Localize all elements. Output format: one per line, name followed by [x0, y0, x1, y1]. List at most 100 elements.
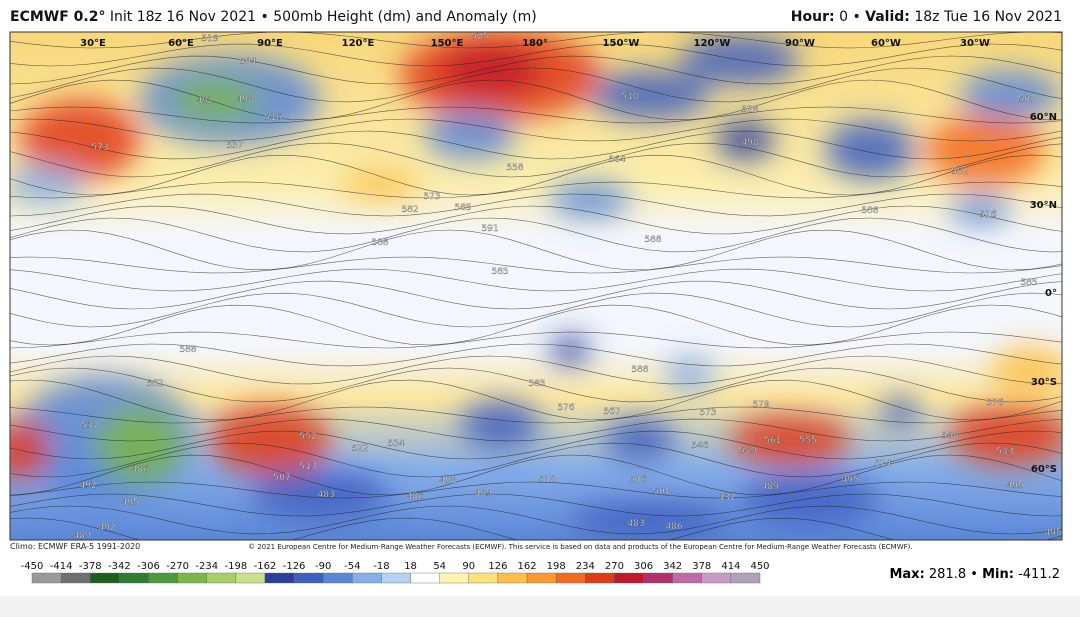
contour-line [10, 67, 1062, 103]
hour: 0 [839, 9, 848, 25]
contour-label: 537 [81, 421, 98, 431]
contour-label: 573 [91, 143, 108, 153]
longitude-label: 30°W [960, 38, 990, 49]
contour-label: 588 [644, 235, 661, 245]
min: -411.2 [1018, 567, 1060, 582]
colorbar-tick-label: 342 [663, 561, 682, 572]
contour-label: 489 [73, 531, 90, 541]
anomaly-blob [730, 415, 850, 465]
contour-label: 582 [146, 379, 163, 389]
hour-label: Hour: [790, 9, 835, 25]
longitude-label: 120°E [342, 38, 375, 49]
contour-line [10, 217, 1062, 253]
contour-label: 534 [387, 439, 404, 449]
contour-label: 519 [201, 34, 218, 44]
max-label: Max: [889, 567, 925, 582]
colorbar-tick-label: -198 [224, 561, 247, 572]
contour-line [10, 481, 1062, 499]
contour-line [10, 379, 1062, 421]
colorbar-swatch [293, 572, 324, 584]
colorbar-swatch [90, 572, 120, 584]
longitude-label: 120°W [694, 38, 731, 49]
colorbar-tick-label: -414 [50, 561, 73, 572]
colorbar-swatch [585, 572, 615, 584]
contour-label: 582 [951, 167, 968, 177]
contour-line [10, 118, 1062, 142]
contour-label: 564 [608, 155, 625, 165]
contour-line [10, 193, 1062, 217]
contour-line [10, 79, 1062, 121]
contour-line [10, 142, 1062, 178]
contour-label: 561 [764, 436, 781, 446]
contour-label: 537 [226, 141, 243, 151]
separator: • [260, 9, 269, 25]
anomaly-blob [825, 120, 915, 180]
anomaly-blob [460, 400, 540, 450]
colorbar-tick-label: -234 [195, 561, 218, 572]
contour-label: 486 [406, 492, 423, 502]
anomaly-blob [950, 195, 1010, 225]
longitude-label: 60°W [871, 38, 901, 49]
max: 281.8 [928, 567, 967, 582]
contour-label: 549 [739, 446, 756, 456]
anomaly-blob [550, 335, 590, 365]
colorbar-tick-label: -270 [166, 561, 189, 572]
contour-label: 516 [264, 113, 281, 123]
contour-line [10, 280, 1062, 310]
anomaly-blob [250, 470, 390, 520]
contour-line [10, 256, 1062, 274]
contour-line [10, 181, 1062, 199]
anomaly-blob [605, 418, 675, 462]
anomaly-blob [425, 110, 515, 160]
contour-line [10, 505, 1062, 535]
colorbar-tick-label: 306 [634, 561, 653, 572]
contour-label: 495 [1044, 528, 1061, 538]
colorbar-swatch [614, 572, 644, 584]
product: 500mb Height (dm) and Anomaly (m) [273, 9, 537, 25]
latitude-label: 30°S [1031, 377, 1057, 388]
contour-label: 501 [653, 487, 670, 497]
latitude-label: 60°S [1031, 464, 1057, 475]
contour-label: 525 [471, 32, 488, 42]
anomaly-blob [740, 475, 880, 525]
contour-label: 585 [1020, 278, 1037, 288]
contour-label: 558 [941, 431, 958, 441]
contour-label: 585 [491, 267, 508, 277]
copyright: © 2021 European Centre for Medium-Range … [248, 543, 913, 551]
anomaly-blob [340, 170, 420, 200]
longitude-label: 60°E [168, 38, 194, 49]
colorbar-swatch [555, 572, 586, 584]
contour-label: 582 [401, 205, 418, 215]
contour-label: 483 [627, 519, 644, 529]
header-left: ECMWF 0.2° Init 18z 16 Nov 2021 • 500mb … [10, 9, 537, 25]
contour-label: 555 [799, 436, 816, 446]
contour-line [10, 205, 1062, 235]
contour-line [10, 229, 1062, 271]
contour-line [10, 355, 1062, 385]
contour-label: 588 [861, 206, 878, 216]
contour-label: 495 [121, 498, 138, 508]
anomaly-blob [20, 100, 140, 180]
contour-label: 489 [474, 489, 491, 499]
anomaly-blob [170, 78, 260, 122]
latitude-label: 30°N [1030, 200, 1057, 211]
colorbar-tick-label: -54 [344, 561, 360, 572]
contour-label: 524 [874, 459, 891, 469]
anomaly-blob [550, 182, 630, 218]
colorbar-swatch [526, 572, 557, 584]
colorbar-swatch [60, 572, 91, 584]
contour-line [10, 454, 1062, 496]
colorbar-tick-label: 270 [605, 561, 624, 572]
contour-line [10, 292, 1062, 328]
latitude-label: 0° [1045, 288, 1057, 299]
contour-label: 573 [423, 192, 440, 202]
contour-label: 591 [481, 224, 498, 234]
map-frame [9, 31, 1063, 541]
contour-label: 546 [691, 441, 708, 451]
colorbar-swatch [177, 572, 207, 584]
contour-label: 492 [98, 523, 115, 533]
anomaly-blob [210, 405, 330, 475]
contour-label: 489 [761, 482, 778, 492]
colorbar-tick-label: -450 [21, 561, 44, 572]
colorbar-swatch [439, 572, 469, 584]
